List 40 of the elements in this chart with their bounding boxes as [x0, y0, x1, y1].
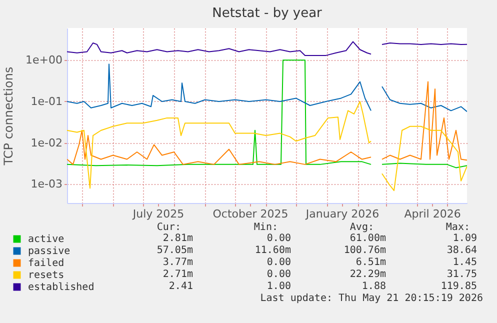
y-tick-label: 1e-01: [30, 94, 62, 108]
chart-title: Netstat - by year: [212, 6, 323, 21]
legend-label: resets: [28, 270, 64, 281]
text: 61.00m: [350, 233, 386, 245]
text: 1.88: [362, 281, 386, 293]
text: 100.76m: [344, 245, 386, 257]
text: 3.77m: [162, 257, 193, 269]
text: 38.64: [446, 245, 477, 257]
text: 57.05m: [156, 245, 193, 257]
text: 0.00: [266, 269, 291, 281]
text: 0.00: [266, 257, 291, 269]
text: Cur:: [156, 222, 181, 234]
y-tick-label: 1e+00: [26, 54, 62, 67]
text: 2.41: [168, 281, 193, 293]
y-tick-label: 1e-03: [30, 178, 62, 191]
y-axis-title: TCP connections: [2, 66, 16, 166]
text: 22.29m: [350, 269, 386, 281]
text: 0.00: [266, 233, 291, 245]
text: 11.60m: [254, 245, 291, 257]
text: 1.00: [266, 281, 291, 293]
y-tick-label: 1e-02: [30, 136, 62, 150]
x-tick-label: April 2026: [404, 208, 461, 220]
text: 2.81m: [162, 233, 193, 245]
text: Max:: [446, 222, 470, 234]
x-tick-label: July 2025: [132, 208, 184, 220]
text: Last update: Thu May 21 20:15:19 2026: [260, 293, 483, 305]
text: 31.75: [446, 269, 477, 281]
legend-label: active: [28, 234, 64, 245]
text: Min:: [254, 222, 278, 234]
text: 6.51m: [356, 257, 386, 269]
x-tick-label: October 2025: [212, 208, 288, 220]
text: 1.09: [452, 233, 477, 245]
x-tick-label: January 2026: [304, 208, 380, 220]
text: Avg:: [350, 222, 374, 234]
text: 1.45: [452, 257, 477, 269]
legend-label: failed: [28, 258, 64, 269]
text: 2.71m: [162, 269, 193, 281]
legend-label: passive: [28, 246, 70, 257]
text: 119.85: [440, 281, 477, 293]
legend-label: established: [28, 282, 94, 293]
